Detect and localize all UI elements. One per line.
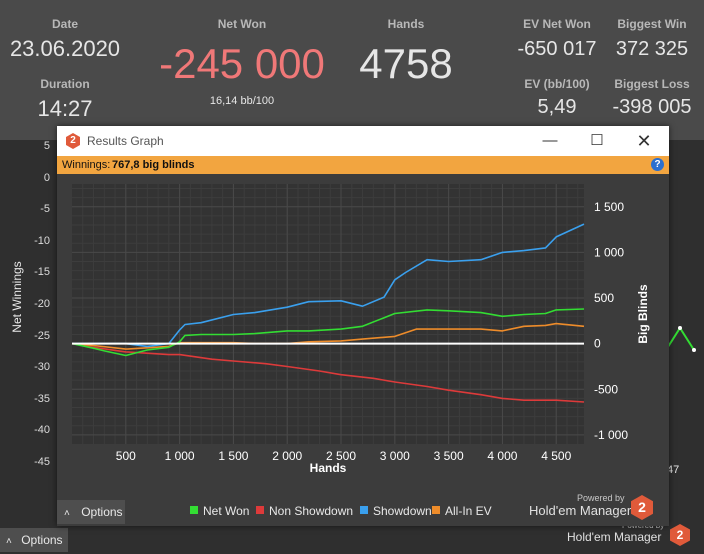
y-tick-label: -1 000 [594,428,628,442]
series-line-net-won [71,308,585,357]
background-y-tick: -15 [34,266,50,279]
legend-label: All-In EV [445,504,492,518]
x-tick-label: 3 000 [380,449,410,463]
winnings-bar: Winnings: 767,8 big blinds ? [57,156,669,174]
background-y-tick: -30 [34,361,50,374]
net-won-value: -245 000 [159,40,325,87]
net-won-label: Net Won [217,17,267,31]
x-tick-label: 3 500 [434,449,464,463]
legend-label: Showdown [373,504,432,518]
x-tick-label: 2 500 [326,449,356,463]
biggest-loss-value: -398 005 [612,96,692,118]
chevron-up-icon: ˄ [64,508,70,519]
ev-net-won-value: -650 017 [517,38,597,60]
winnings-value: 767,8 big blinds [112,159,195,171]
brand-name: Hold'em Manager [529,503,632,518]
legend-swatch [256,506,264,514]
x-tick-label: 1 500 [218,449,248,463]
duration-value: 14:27 [37,96,93,121]
background-y-axis-label: Net Winnings [10,261,24,333]
background-partial-line [664,326,696,352]
ev-bb100-value: 5,49 [537,96,577,118]
date-label: Date [51,17,78,31]
biggest-loss-label: Biggest Loss [614,77,690,91]
window-title: Results Graph [87,134,164,148]
maximize-icon[interactable]: ☐ [590,132,604,149]
x-axis-label: Hands [310,461,347,475]
background-y-tick: -10 [34,234,50,247]
legend-label: Net Won [203,504,250,518]
close-icon[interactable]: ✕ [636,131,652,151]
y-tick-label: 0 [594,337,601,351]
legend-swatch [360,506,368,514]
app-icon: 2 [66,133,80,149]
bb-per-100: 16,14 bb/100 [209,95,275,107]
x-tick-label: 1 000 [165,449,195,463]
background-options-button[interactable]: ˄ Options [0,528,68,552]
legend-label: Non Showdown [269,504,354,518]
hm2-logo-icon: 2 [631,495,653,520]
biggest-win-label: Biggest Win [617,17,687,31]
legend-item-non-showdown[interactable]: Non Showdown [256,504,353,518]
hands-value: 4758 [359,40,453,87]
legend-item-net-won[interactable]: Net Won [190,504,249,518]
background-y-tick: 0 [43,171,50,184]
axes: 500 1 000 1 500 2 000 2 500 3 000 3 500 4 000 4 … [116,200,629,463]
options-button[interactable]: ˄ Options [57,500,125,524]
background-y-tick: -20 [34,298,50,310]
y-tick-label: 1 000 [594,245,624,259]
biggest-win-value: 372 325 [615,38,689,60]
background-y-tick: 5 [43,140,50,152]
legend-item-all-in-ev[interactable]: All-In EV [432,504,492,518]
background-y-tick: -45 [34,456,50,468]
help-icon[interactable]: ? [651,158,664,171]
title-bar[interactable]: 2 Results Graph — ☐ ✕ [57,126,669,157]
series-line-non-showdown [71,342,585,403]
x-tick-label: 500 [116,449,136,463]
hm2-logo-icon: 2 [670,524,690,546]
y-axis-label: Big Blinds [636,284,650,344]
background-y-tick: -35 [34,392,50,405]
background-x-tick: 47 [667,464,680,476]
results-chart: 500 1 000 1 500 2 000 2 500 3 000 3 500 4 000 4 … [71,184,650,475]
background-brand-name: Hold'em Manager [567,530,662,544]
results-graph-window: 2 Results Graph — ☐ ✕ Winnings: 767,8 bi… [57,126,669,526]
stats-header: Date 23.06.2020 Duration 14:27 Net Won -… [0,0,704,140]
ev-net-won-label: EV Net Won [523,17,591,31]
plot-area [72,184,584,444]
series-layer [71,223,585,403]
duration-label: Duration [40,77,90,91]
y-tick-label: -500 [594,382,618,396]
minimize-icon[interactable]: — [542,132,558,149]
date-value: 23.06.2020 [9,36,121,61]
background-y-tick: -5 [40,203,50,216]
winnings-prefix: Winnings: [62,159,111,171]
legend-item-showdown[interactable]: Showdown [360,504,432,518]
background-y-tick: -25 [34,329,50,342]
background-y-tick: -40 [34,424,50,437]
ev-bb100-label: EV (bb/100) [524,77,590,91]
legend-swatch [190,506,198,514]
y-tick-label: 500 [594,291,614,305]
x-tick-label: 4 500 [541,449,571,463]
x-tick-label: 4 000 [487,449,517,463]
hands-label: Hands [387,17,425,31]
powered-by-text: Powered by [577,493,625,503]
x-tick-label: 2 000 [272,449,302,463]
legend-swatch [432,506,440,514]
y-tick-label: 1 500 [594,200,624,214]
chevron-up-icon: ˄ [6,536,12,547]
